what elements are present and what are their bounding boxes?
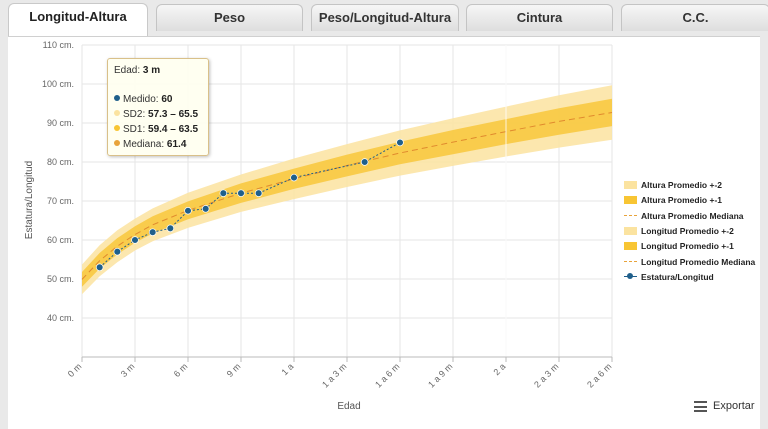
- data-point: [201, 205, 210, 213]
- legend-label: Longitud Promedio Mediana: [641, 256, 756, 267]
- tab-cc[interactable]: C.C.: [621, 4, 768, 31]
- legend-swatch: [624, 226, 637, 235]
- data-point: [95, 263, 104, 272]
- measured-series: [95, 138, 404, 272]
- legend-swatch: [624, 181, 637, 189]
- y-tick-label: 70 cm.: [47, 196, 74, 206]
- legend-swatch: [624, 272, 637, 279]
- legend-label: Longitud Promedio +-1: [641, 241, 734, 252]
- tooltip-row-sd1: SD1: 59.4 – 63.5: [114, 124, 198, 135]
- median-line: [81, 112, 613, 280]
- sd1-band: [82, 98, 612, 287]
- tab-bar: Longitud-Altura Peso Peso/Longitud-Altur…: [0, 0, 768, 38]
- x-axis-title: Edad: [337, 401, 360, 412]
- x-tick-label: 1 a 9 m: [426, 361, 454, 389]
- tooltip-dot: [114, 110, 120, 116]
- y-tick-label: 90 cm.: [47, 118, 74, 128]
- y-tick-label: 100 cm.: [42, 79, 74, 89]
- x-tick-label: 0 m: [66, 361, 84, 379]
- legend-swatch: [624, 214, 637, 216]
- data-point: [113, 247, 122, 256]
- data-point: [148, 228, 157, 236]
- data-point: [131, 236, 139, 244]
- x-tick-label: 2 a 6 m: [585, 361, 613, 389]
- tab-longitud-altura[interactable]: Longitud-Altura: [8, 3, 148, 38]
- legend-label: Estatura/Longitud: [641, 271, 714, 282]
- data-point: [290, 173, 298, 182]
- x-tick-label: 1 a: [279, 361, 295, 377]
- data-point: [166, 224, 175, 233]
- data-point: [219, 189, 228, 197]
- chart-tooltip: Edad: 3 m Medido: 60 SD2: 57.3 – 65.5 SD…: [107, 58, 209, 156]
- legend-label: Altura Promedio +-2: [641, 180, 723, 190]
- x-tick-label: 6 m: [172, 361, 190, 379]
- y-axis-title: Estatura/Longitud: [24, 161, 35, 239]
- y-tick-label: 60 cm.: [47, 235, 74, 245]
- tooltip-row-mediana: Mediana: 61.4: [114, 139, 186, 150]
- x-tick-label: 9 m: [225, 361, 243, 379]
- x-tick-label: 1 a 3 m: [320, 361, 348, 389]
- tooltip-title: Edad: 3 m: [114, 65, 161, 76]
- hamburger-icon: [694, 401, 707, 412]
- data-point: [396, 138, 404, 147]
- tab-cintura[interactable]: Cintura: [466, 4, 613, 31]
- legend-swatch: [624, 196, 637, 205]
- tooltip-dot: [114, 140, 120, 146]
- data-point: [254, 189, 263, 197]
- y-tick-label: 40 cm.: [47, 313, 74, 323]
- data-point: [184, 207, 192, 215]
- data-point: [237, 189, 245, 197]
- tooltip-dot: [114, 125, 120, 131]
- legend-swatch: [624, 242, 637, 251]
- y-tick-label: 80 cm.: [47, 157, 74, 167]
- legend-swatch: [624, 260, 637, 262]
- legend-label: Altura Promedio +-1: [641, 195, 723, 206]
- tab-peso-longitud-altura[interactable]: Peso/Longitud-Altura: [311, 4, 459, 31]
- tooltip-row-sd2: SD2: 57.3 – 65.5: [114, 109, 198, 120]
- legend-label: Altura Promedio Mediana: [641, 210, 744, 221]
- legend-marker: [627, 272, 633, 279]
- x-tick-label: 3 m: [119, 361, 137, 379]
- tooltip-row-medido: Medido: 60: [114, 94, 172, 105]
- tooltip-dot: [114, 95, 120, 101]
- reference-bands: [81, 45, 613, 357]
- legend-label: Longitud Promedio +-2: [641, 225, 734, 236]
- tab-peso[interactable]: Peso: [156, 4, 303, 31]
- x-tick-label: 1 a 6 m: [373, 361, 401, 389]
- y-tick-label: 50 cm.: [47, 274, 74, 284]
- data-point: [360, 158, 369, 166]
- x-tick-label: 2 a: [491, 361, 507, 377]
- x-tick-label: 2 a 3 m: [532, 361, 560, 389]
- y-tick-label: 110 cm.: [43, 40, 74, 50]
